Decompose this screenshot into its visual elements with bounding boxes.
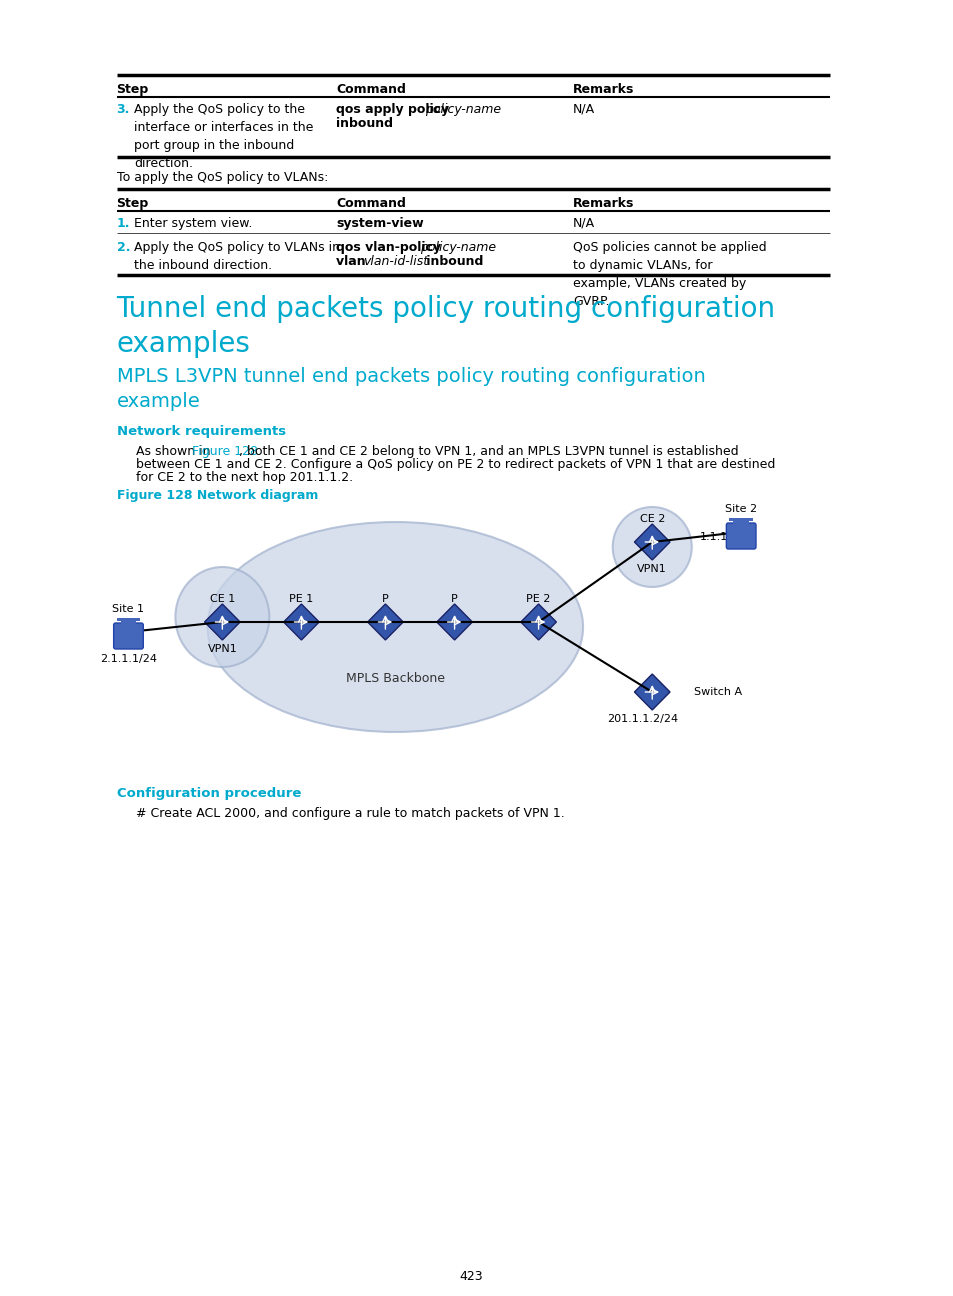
Text: qos apply policy: qos apply policy: [335, 102, 453, 117]
Text: Command: Command: [335, 83, 405, 96]
Text: N/A: N/A: [573, 102, 595, 117]
Text: qos vlan-policy: qos vlan-policy: [335, 241, 445, 254]
Text: 423: 423: [459, 1270, 482, 1283]
Text: VPN1: VPN1: [207, 644, 237, 654]
FancyBboxPatch shape: [725, 524, 755, 550]
Text: between CE 1 and CE 2. Configure a QoS policy on PE 2 to redirect packets of VPN: between CE 1 and CE 2. Configure a QoS p…: [136, 457, 775, 470]
Text: Figure 128: Figure 128: [192, 445, 258, 457]
Text: As shown in: As shown in: [136, 445, 214, 457]
Text: P: P: [381, 594, 389, 604]
Text: Tunnel end packets policy routing configuration
examples: Tunnel end packets policy routing config…: [116, 295, 775, 358]
Polygon shape: [520, 604, 556, 640]
Text: N/A: N/A: [573, 216, 595, 229]
Text: 2.: 2.: [116, 241, 130, 254]
Text: Site 1: Site 1: [112, 604, 144, 614]
Bar: [728, 518, 752, 521]
Text: inbound: inbound: [335, 117, 393, 130]
Text: QoS policies cannot be applied
to dynamic VLANs, for
example, VLANs created by
G: QoS policies cannot be applied to dynami…: [573, 241, 766, 308]
Ellipse shape: [612, 507, 691, 587]
Text: To apply the QoS policy to VLANs:: To apply the QoS policy to VLANs:: [116, 171, 328, 184]
Text: vlan: vlan: [335, 255, 370, 268]
Text: vlan-id-list: vlan-id-list: [362, 255, 427, 268]
Text: VPN1: VPN1: [637, 564, 666, 574]
Ellipse shape: [175, 568, 269, 667]
Text: Step: Step: [116, 83, 149, 96]
Text: # Create ACL 2000, and configure a rule to match packets of VPN 1.: # Create ACL 2000, and configure a rule …: [136, 807, 564, 820]
Text: CE 2: CE 2: [639, 515, 664, 524]
Text: PE 2: PE 2: [526, 594, 550, 604]
Ellipse shape: [208, 522, 582, 732]
Text: Remarks: Remarks: [573, 197, 634, 210]
Text: Site 2: Site 2: [724, 504, 757, 515]
Polygon shape: [634, 524, 669, 560]
Text: Configuration procedure: Configuration procedure: [116, 787, 300, 800]
Text: Command: Command: [335, 197, 405, 210]
Text: Network requirements: Network requirements: [116, 425, 286, 438]
Text: , both CE 1 and CE 2 belong to VPN 1, and an MPLS L3VPN tunnel is established: , both CE 1 and CE 2 belong to VPN 1, an…: [238, 445, 738, 457]
Text: system-view: system-view: [335, 216, 423, 229]
Text: 2.1.1.1/24: 2.1.1.1/24: [100, 654, 157, 664]
Text: 201.1.1.2/24: 201.1.1.2/24: [606, 714, 678, 724]
Polygon shape: [634, 674, 669, 710]
Text: 3.: 3.: [116, 102, 130, 117]
Text: Enter system view.: Enter system view.: [134, 216, 253, 229]
Bar: [733, 520, 748, 525]
Text: PE 1: PE 1: [289, 594, 314, 604]
Text: Apply the QoS policy to the
interface or interfaces in the
port group in the inb: Apply the QoS policy to the interface or…: [134, 102, 314, 170]
Text: for CE 2 to the next hop 201.1.1.2.: for CE 2 to the next hop 201.1.1.2.: [136, 470, 354, 483]
Polygon shape: [367, 604, 403, 640]
Text: inbound: inbound: [421, 255, 483, 268]
Text: 1.: 1.: [116, 216, 130, 229]
Polygon shape: [436, 604, 472, 640]
Text: 1.1.1.2/24: 1.1.1.2/24: [699, 531, 756, 542]
Text: MPLS L3VPN tunnel end packets policy routing configuration
example: MPLS L3VPN tunnel end packets policy rou…: [116, 367, 704, 411]
Text: MPLS Backbone: MPLS Backbone: [345, 673, 444, 686]
Text: CE 1: CE 1: [210, 594, 234, 604]
Text: Remarks: Remarks: [573, 83, 634, 96]
Text: P: P: [451, 594, 457, 604]
Polygon shape: [283, 604, 319, 640]
Text: policy-name: policy-name: [424, 102, 500, 117]
Text: Step: Step: [116, 197, 149, 210]
Text: Switch A: Switch A: [693, 687, 741, 697]
Text: Apply the QoS policy to VLANs in
the inbound direction.: Apply the QoS policy to VLANs in the inb…: [134, 241, 340, 272]
Bar: [116, 618, 140, 621]
Bar: [120, 619, 136, 625]
FancyBboxPatch shape: [113, 623, 143, 649]
Text: policy-name: policy-name: [419, 241, 496, 254]
Polygon shape: [204, 604, 240, 640]
Text: Figure 128 Network diagram: Figure 128 Network diagram: [116, 489, 317, 502]
